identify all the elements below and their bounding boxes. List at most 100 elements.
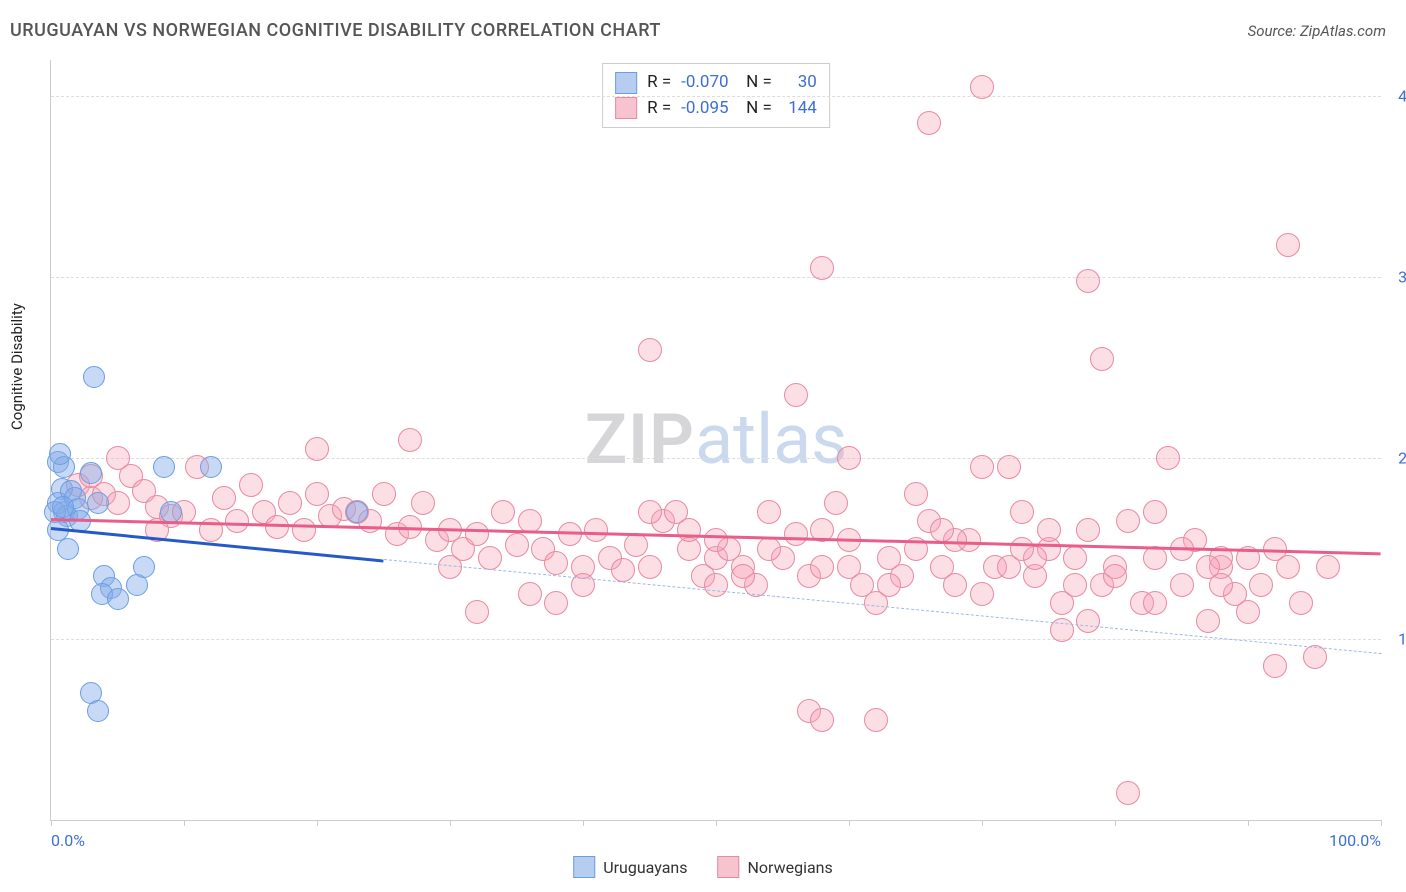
y-tick-label: 40.0% xyxy=(1398,87,1406,106)
point-norwegian xyxy=(1103,564,1127,588)
point-norwegian xyxy=(997,455,1021,479)
point-norwegian xyxy=(1076,609,1100,633)
point-norwegian xyxy=(784,383,808,407)
point-uruguayan xyxy=(52,496,74,518)
point-norwegian xyxy=(1063,546,1087,570)
point-uruguayan xyxy=(87,700,109,722)
point-uruguayan xyxy=(346,501,368,523)
legend-swatch-norwegians xyxy=(717,856,739,878)
point-norwegian xyxy=(1010,500,1034,524)
grid-line xyxy=(51,639,1381,640)
point-norwegian xyxy=(877,573,901,597)
point-norwegian xyxy=(212,486,236,510)
x-tick xyxy=(450,820,451,826)
point-norwegian xyxy=(1116,509,1140,533)
point-norwegian xyxy=(1276,555,1300,579)
point-norwegian xyxy=(1076,269,1100,293)
r-label: R = xyxy=(647,96,671,122)
bottom-legend: Uruguayans Norwegians xyxy=(573,856,833,878)
r-value-uruguayans: -0.070 xyxy=(681,70,736,96)
x-tick xyxy=(1381,820,1382,826)
point-norwegian xyxy=(638,338,662,362)
point-norwegian xyxy=(544,551,568,575)
point-norwegian xyxy=(917,111,941,135)
point-norwegian xyxy=(810,555,834,579)
point-uruguayan xyxy=(87,492,109,514)
point-uruguayan xyxy=(80,462,102,484)
point-norwegian xyxy=(1196,609,1220,633)
point-norwegian xyxy=(1116,781,1140,805)
point-norwegian xyxy=(757,537,781,561)
point-uruguayan xyxy=(133,556,155,578)
point-norwegian xyxy=(491,500,515,524)
legend-item-uruguayans: Uruguayans xyxy=(573,856,687,878)
point-norwegian xyxy=(704,528,728,552)
x-tick-label: 0.0% xyxy=(51,831,85,850)
point-norwegian xyxy=(824,491,848,515)
point-norwegian xyxy=(465,522,489,546)
stats-row-norwegians: R = -0.095 N = 144 xyxy=(615,96,817,122)
point-norwegian xyxy=(106,446,130,470)
point-norwegian xyxy=(1063,573,1087,597)
point-norwegian xyxy=(544,591,568,615)
x-tick xyxy=(51,820,52,826)
legend-item-norwegians: Norwegians xyxy=(717,856,832,878)
point-norwegian xyxy=(930,518,954,542)
point-norwegian xyxy=(731,564,755,588)
point-norwegian xyxy=(638,500,662,524)
y-axis-label: Cognitive Disability xyxy=(8,303,26,430)
point-norwegian xyxy=(305,482,329,506)
x-tick xyxy=(849,820,850,826)
point-norwegian xyxy=(970,75,994,99)
point-norwegian xyxy=(1170,573,1194,597)
point-norwegian xyxy=(1249,573,1273,597)
point-norwegian xyxy=(505,533,529,557)
point-norwegian xyxy=(305,437,329,461)
x-tick xyxy=(583,820,584,826)
point-norwegian xyxy=(239,473,263,497)
point-norwegian xyxy=(1303,645,1327,669)
point-norwegian xyxy=(970,582,994,606)
r-label: R = xyxy=(647,70,671,96)
point-norwegian xyxy=(638,555,662,579)
point-norwegian xyxy=(1037,518,1061,542)
point-norwegian xyxy=(584,518,608,542)
point-norwegian xyxy=(837,446,861,470)
point-norwegian xyxy=(704,573,728,597)
point-norwegian xyxy=(677,518,701,542)
point-norwegian xyxy=(784,522,808,546)
point-norwegian xyxy=(292,518,316,542)
point-uruguayan xyxy=(200,456,222,478)
point-norwegian xyxy=(611,558,635,582)
watermark: ZIPatlas xyxy=(585,399,848,481)
point-norwegian xyxy=(1090,347,1114,371)
point-norwegian xyxy=(864,708,888,732)
y-tick-label: 10.0% xyxy=(1398,630,1406,649)
x-tick xyxy=(317,820,318,826)
point-norwegian xyxy=(810,256,834,280)
x-tick xyxy=(982,820,983,826)
point-uruguayan xyxy=(107,588,129,610)
chart-title: URUGUAYAN VS NORWEGIAN COGNITIVE DISABIL… xyxy=(10,20,661,41)
point-norwegian xyxy=(970,455,994,479)
watermark-atlas: atlas xyxy=(695,399,847,481)
legend-label-norwegians: Norwegians xyxy=(747,858,832,877)
point-norwegian xyxy=(624,533,648,557)
x-tick-label: 100.0% xyxy=(1329,831,1381,850)
point-norwegian xyxy=(757,500,781,524)
point-norwegian xyxy=(1316,555,1340,579)
point-uruguayan xyxy=(57,538,79,560)
x-tick xyxy=(716,820,717,826)
point-norwegian xyxy=(1236,600,1260,624)
r-value-norwegians: -0.095 xyxy=(681,96,736,122)
point-norwegian xyxy=(478,546,502,570)
point-norwegian xyxy=(810,708,834,732)
point-norwegian xyxy=(1143,500,1167,524)
watermark-zip: ZIP xyxy=(585,399,695,481)
y-tick-label: 20.0% xyxy=(1398,449,1406,468)
grid-line xyxy=(51,458,1381,459)
grid-line xyxy=(51,277,1381,278)
point-uruguayan xyxy=(49,443,71,465)
point-norwegian xyxy=(518,582,542,606)
x-tick xyxy=(1115,820,1116,826)
